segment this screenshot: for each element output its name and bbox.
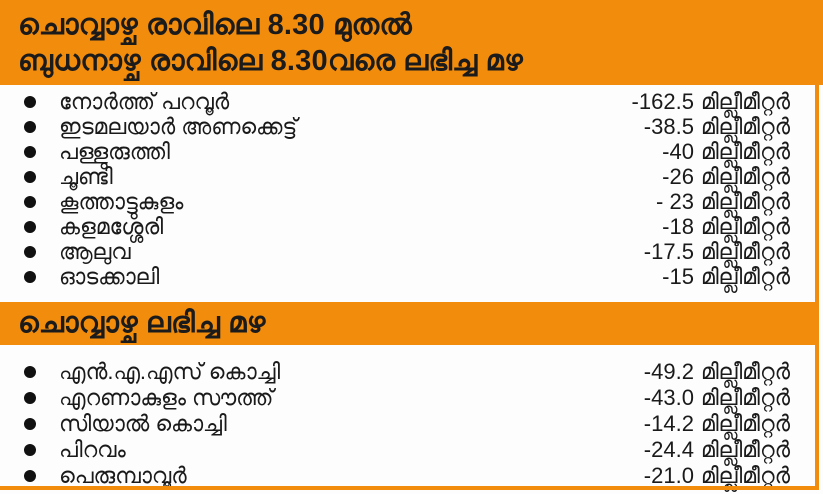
place-name: കളമശ്ശേരി <box>59 213 164 239</box>
place-name: കൂത്താട്ടുകുളം <box>59 188 184 214</box>
unit-label: മില്ലീമീറ്റർ <box>700 163 790 189</box>
amount: -162.5 <box>631 88 694 114</box>
amount: -15 <box>662 263 694 289</box>
list-item: ഓടക്കാലി -15 മില്ലീമീറ്റർ <box>24 264 823 289</box>
amount: -43.0 <box>643 385 694 410</box>
title-line-2: ബുധനാഴ്ച രാവിലെ 8.30വരെ ലഭിച്ച മഴ <box>18 45 523 77</box>
rainfall-value: - 23 മില്ലീമീറ്റർ <box>656 189 790 215</box>
bullet-icon <box>24 444 36 456</box>
unit-label: മില്ലീമീറ്റർ <box>700 188 790 214</box>
rainfall-value: -43.0 മില്ലീമീറ്റർ <box>644 385 790 411</box>
rainfall-value: -18 മില്ലീമീറ്റർ <box>662 214 790 240</box>
unit-label: മില്ലീമീറ്റർ <box>700 411 790 436</box>
list-item: നോർത്ത് പറവൂർ -162.5 മില്ലീമീറ്റർ <box>24 89 823 114</box>
unit-label: മില്ലീമീറ്റർ <box>700 437 790 462</box>
list-item: ഇടമലയാർ അണക്കെട്ട് -38.5 മില്ലീമീറ്റർ <box>24 114 823 139</box>
frame-border-right <box>815 85 819 490</box>
amount: -24.4 <box>643 437 694 462</box>
title-line-1: ചൊവ്വാഴ്ച രാവിലെ 8.30 മുതൽ <box>18 9 412 41</box>
place-name: പെരുമ്പാവൂർ <box>59 463 187 488</box>
list-item: പിറവം -24.4 മില്ലീമീറ്റർ <box>24 437 823 463</box>
rainfall-value: -162.5 മില്ലീമീറ്റർ <box>632 89 790 115</box>
section-title: ചൊവ്വാഴ്ച ലഭിച്ച മഴ <box>18 307 266 339</box>
rainfall-value: -49.2 മില്ലീമീറ്റർ <box>644 359 790 385</box>
rainfall-list-1: നോർത്ത് പറവൂർ -162.5 മില്ലീമീറ്റർ ഇടമലയാർ… <box>0 85 823 289</box>
place-name: സിയാൽ കൊച്ചി <box>59 411 227 436</box>
unit-label: മില്ലീമീറ്റർ <box>700 213 790 239</box>
amount: -17.5 <box>643 238 694 264</box>
unit-label: മില്ലീമീറ്റർ <box>700 463 790 488</box>
unit-label: മില്ലീമീറ്റർ <box>700 88 790 114</box>
amount: -21.0 <box>643 463 694 488</box>
unit-label: മില്ലീമീറ്റർ <box>700 238 790 264</box>
rainfall-value: -40 മില്ലീമീറ്റർ <box>662 139 790 165</box>
bullet-icon <box>24 145 36 158</box>
list-item: എൻ.എ.എസ് കൊച്ചി -49.2 മില്ലീമീറ്റർ <box>24 359 823 385</box>
bullet-icon <box>24 392 36 404</box>
rainfall-value: -17.5 മില്ലീമീറ്റർ <box>644 239 790 265</box>
amount: -26 <box>662 163 694 189</box>
rainfall-value: -24.4 മില്ലീമീറ്റർ <box>644 437 790 463</box>
list-item: ആലുവ -17.5 മില്ലീമീറ്റർ <box>24 239 823 264</box>
rainfall-value: -21.0 മില്ലീമീറ്റർ <box>644 463 790 489</box>
list-item: കളമശ്ശേരി -18 മില്ലീമീറ്റർ <box>24 214 823 239</box>
unit-label: മില്ലീമീറ്റർ <box>700 138 790 164</box>
rainfall-value: -14.2 മില്ലീമീറ്റർ <box>644 411 790 437</box>
bullet-icon <box>24 95 36 108</box>
bullet-icon <box>24 220 36 233</box>
unit-label: മില്ലീമീറ്റർ <box>700 263 790 289</box>
bullet-icon <box>24 270 36 283</box>
section-banner: ചൊവ്വാഴ്ച ലഭിച്ച മഴ <box>0 302 819 345</box>
place-name: ഇടമലയാർ അണക്കെട്ട് <box>59 113 298 139</box>
place-name: പിറവം <box>59 437 126 462</box>
amount: -40 <box>662 138 694 164</box>
bullet-icon <box>24 366 36 378</box>
list-item: ചൂണ്ടി -26 മില്ലീമീറ്റർ <box>24 164 823 189</box>
list-item: കൂത്താട്ടുകുളം - 23 മില്ലീമീറ്റർ <box>24 189 823 214</box>
place-name: ഓടക്കാലി <box>59 263 160 289</box>
place-name: ചൂണ്ടി <box>59 163 113 189</box>
unit-label: മില്ലീമീറ്റർ <box>700 359 790 384</box>
amount: -14.2 <box>643 411 694 436</box>
unit-label: മില്ലീമീറ്റർ <box>700 385 790 410</box>
amount: -38.5 <box>643 113 694 139</box>
frame-border-bottom <box>0 486 819 490</box>
bullet-icon <box>24 120 36 133</box>
place-name: എറണാകുളം സൗത്ത് <box>59 385 274 410</box>
list-item: പെരുമ്പാവൂർ -21.0 മില്ലീമീറ്റർ <box>24 463 823 489</box>
list-item: സിയാൽ കൊച്ചി -14.2 മില്ലീമീറ്റർ <box>24 411 823 437</box>
place-name: നോർത്ത് പറവൂർ <box>59 88 230 114</box>
bullet-icon <box>24 170 36 183</box>
list-item: പള്ളുരുത്തി -40 മില്ലീമീറ്റർ <box>24 139 823 164</box>
bullet-icon <box>24 418 36 430</box>
amount: -18 <box>662 213 694 239</box>
rainfall-list-2: എൻ.എ.എസ് കൊച്ചി -49.2 മില്ലീമീറ്റർ എറണാകു… <box>0 355 823 489</box>
amount: -49.2 <box>643 359 694 384</box>
amount: - 23 <box>656 188 694 214</box>
bullet-icon <box>24 470 36 482</box>
rainfall-value: -38.5 മില്ലീമീറ്റർ <box>644 114 790 140</box>
bullet-icon <box>24 195 36 208</box>
place-name: പള്ളുരുത്തി <box>59 138 170 164</box>
unit-label: മില്ലീമീറ്റർ <box>700 113 790 139</box>
list-item: എറണാകുളം സൗത്ത് -43.0 മില്ലീമീറ്റർ <box>24 385 823 411</box>
place-name: ആലുവ <box>59 238 131 264</box>
bullet-icon <box>24 245 36 258</box>
rainfall-value: -26 മില്ലീമീറ്റർ <box>662 164 790 190</box>
rainfall-value: -15 മില്ലീമീറ്റർ <box>662 264 790 290</box>
place-name: എൻ.എ.എസ് കൊച്ചി <box>59 359 281 384</box>
header-banner: ചൊവ്വാഴ്ച രാവിലെ 8.30 മുതൽ ബുധനാഴ്ച രാവി… <box>0 0 823 85</box>
